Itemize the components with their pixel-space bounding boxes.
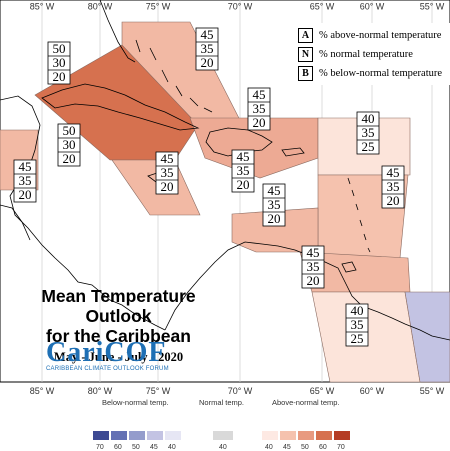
jamaica-below: 20 [161, 179, 174, 194]
map-period: May - June - July - 2020 [53, 350, 184, 364]
abc-above: 45 [268, 183, 281, 198]
cuba-north-below: 20 [53, 69, 66, 84]
longitude-labels-bottom: 85° W 80° W 75° W 70° W 65° W 60° W 55° … [30, 386, 445, 396]
windward-normal: 35 [387, 179, 400, 194]
puerto-rico-below: 20 [237, 177, 250, 192]
guianas-below: 25 [351, 331, 364, 346]
coastlines [0, 0, 450, 341]
legend-panel: A % above-normal temperature N % normal te… [292, 23, 450, 85]
trinidad-above: 45 [307, 245, 320, 260]
trinidad-normal: 35 [307, 259, 320, 274]
cuba-north-above: 50 [53, 41, 66, 56]
lon-top-85: 85° W [30, 1, 55, 11]
jamaica-above: 45 [161, 151, 174, 166]
puerto-rico-above: 45 [237, 149, 250, 164]
legend-normal: N % normal temperature [298, 47, 413, 63]
cuba-north-normal: 30 [53, 55, 66, 70]
scale-below-40: 40 [168, 444, 176, 451]
jamaica-normal: 35 [161, 165, 174, 180]
abc-below: 20 [268, 211, 281, 226]
abc-normal: 35 [268, 197, 281, 212]
title-block: Mean Temperature Outlook for the Caribbe… [6, 286, 231, 365]
caricof-logo: CariCOF CARIBBEAN CLIMATE OUTLOOK FORUM [46, 338, 186, 376]
lon-top-65: 65° W [310, 1, 335, 11]
bahamas-normal: 35 [201, 41, 214, 56]
scale-above-45: 45 [283, 444, 291, 451]
probability-boxes [13, 27, 405, 347]
region-suriname-east [404, 291, 450, 383]
cuba-normal: 30 [63, 137, 76, 152]
scale-below-45: 45 [150, 444, 158, 451]
lon-bottom-80: 80° W [88, 386, 113, 396]
leeward-below: 25 [362, 139, 375, 154]
legend-normal-key: N [298, 47, 313, 63]
cuba-below: 20 [63, 151, 76, 166]
scale-above-60: 60 [319, 444, 327, 451]
lon-top-80: 80° W [88, 1, 113, 11]
legend-above-label: % above-normal temperature [319, 30, 442, 41]
lon-bottom-85: 85° W [30, 386, 55, 396]
lon-top-70: 70° W [228, 1, 253, 11]
trinidad-below: 20 [307, 273, 320, 288]
leeward-above: 40 [362, 111, 375, 126]
region-abc-islands [231, 207, 319, 253]
legend-below: B % below-normal temperature [298, 66, 443, 82]
region-cuba [34, 44, 199, 161]
scale-above-label: Above-normal temp. [272, 398, 340, 407]
colour-scale [93, 431, 350, 440]
bahamas-below: 20 [201, 55, 214, 70]
hispaniola-below: 20 [253, 115, 266, 130]
legend-below-key: B [298, 66, 313, 82]
belize-normal: 35 [19, 173, 32, 188]
lon-bottom-75: 75° W [146, 386, 171, 396]
scale-below-50: 50 [132, 444, 140, 451]
leeward-normal: 35 [362, 125, 375, 140]
map-title-line1: Mean Temperature Outlook [41, 286, 196, 326]
hispaniola-normal: 35 [253, 101, 266, 116]
belize-below: 20 [19, 187, 32, 202]
logo-name: CariCOF [46, 337, 167, 368]
hispaniola-above: 45 [253, 87, 266, 102]
lon-bottom-65: 65° W [310, 386, 335, 396]
probability-labels: 50 30 20 50 30 20 45 35 20 45 35 20 45 3… [19, 27, 400, 346]
scale-above-50: 50 [301, 444, 309, 451]
legend-above-key: A [298, 28, 313, 44]
belize-above: 45 [19, 159, 32, 174]
legend-above: A % above-normal temperature [298, 28, 442, 44]
guianas-normal: 35 [351, 317, 364, 332]
lon-top-60: 60° W [360, 1, 385, 11]
logo-tagline: CARIBBEAN CLIMATE OUTLOOK FORUM [46, 366, 169, 372]
region-hispaniola [189, 117, 319, 179]
scale-below-label: Below-normal temp. [102, 398, 169, 407]
puerto-rico-normal: 35 [237, 163, 250, 178]
windward-below: 20 [387, 193, 400, 208]
bahamas-above: 45 [201, 27, 214, 42]
scale-normal-label: Normal temp. [199, 398, 245, 407]
scale-below-70: 70 [96, 444, 104, 451]
legend-normal-label: % normal temperature [319, 49, 413, 60]
scale-below-60: 60 [114, 444, 122, 451]
scale-above-40: 40 [265, 444, 273, 451]
lon-bottom-70: 70° W [228, 386, 253, 396]
lon-bottom-60: 60° W [360, 386, 385, 396]
map-title-line2: for the Caribbean [46, 326, 191, 346]
scale-above-70: 70 [337, 444, 345, 451]
lon-top-75: 75° W [146, 1, 171, 11]
legend-below-label: % below-normal temperature [319, 68, 443, 79]
lon-top-55: 55° W [420, 1, 445, 11]
cuba-above: 50 [63, 123, 76, 138]
windward-above: 45 [387, 165, 400, 180]
guianas-above: 40 [351, 303, 364, 318]
scale-normal-40: 40 [219, 444, 227, 451]
longitude-labels-top: 85° W 80° W 75° W 70° W 65° W 60° W 55° … [30, 1, 445, 11]
lon-bottom-55: 55° W [420, 386, 445, 396]
